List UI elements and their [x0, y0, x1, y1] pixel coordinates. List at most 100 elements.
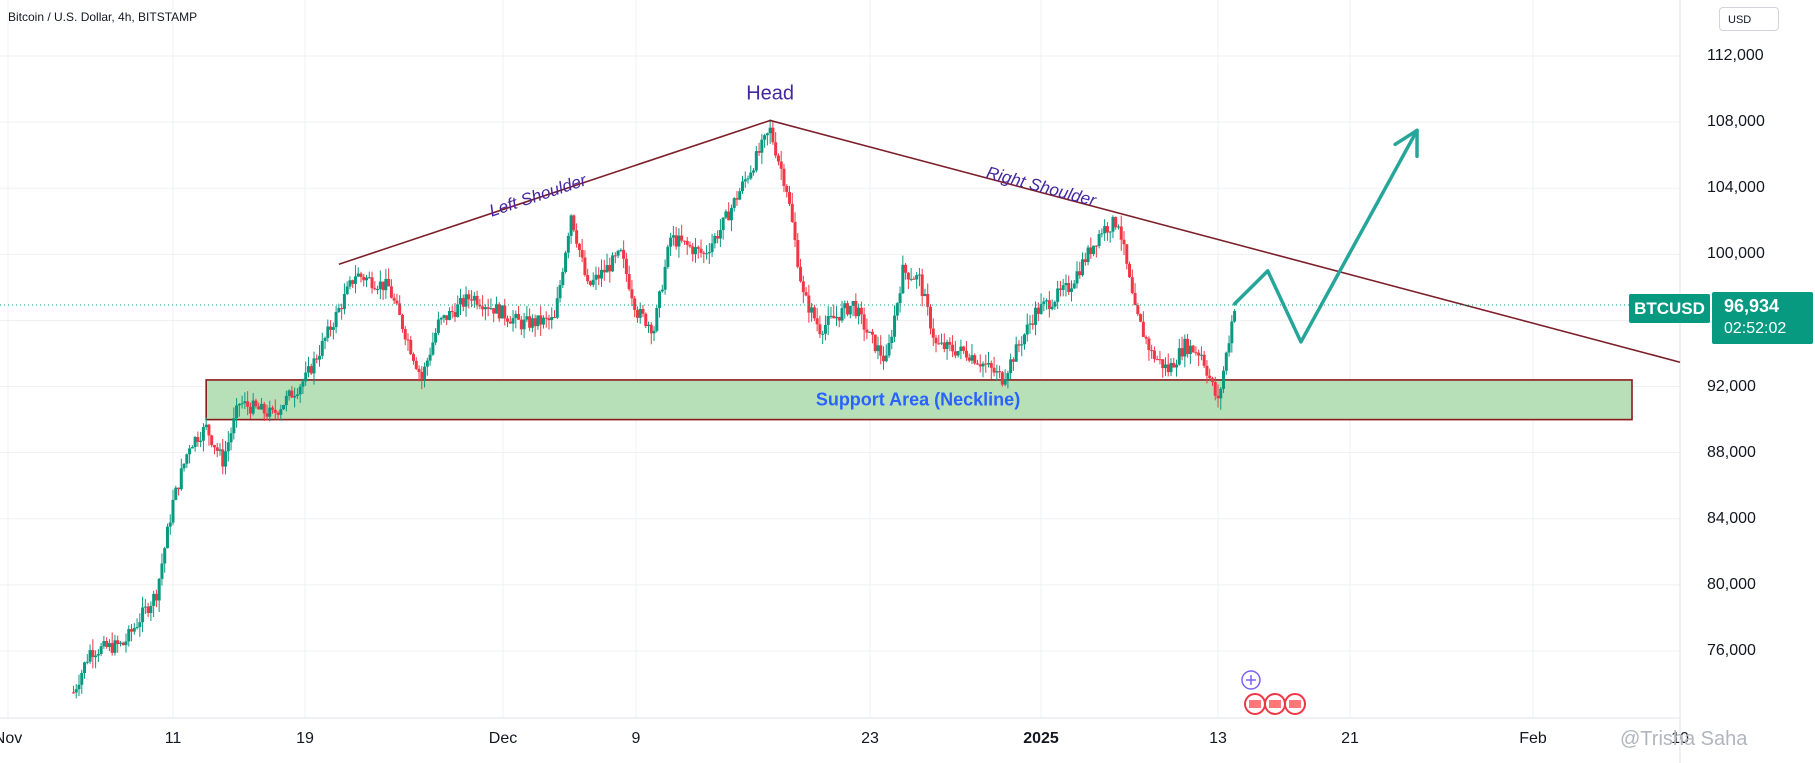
- time-tick-label: 11: [164, 730, 182, 747]
- candle-body: [132, 628, 136, 632]
- candle-body: [815, 318, 819, 325]
- candle-body: [669, 237, 673, 247]
- candle-body: [694, 247, 697, 255]
- candle-body: [1075, 271, 1079, 284]
- candle-body: [508, 321, 512, 324]
- candle-body: [442, 315, 446, 319]
- candle-body: [121, 642, 125, 646]
- candle-body: [1202, 354, 1206, 366]
- candle-body: [760, 139, 764, 153]
- candle-body: [276, 412, 280, 415]
- candle-body: [594, 274, 598, 280]
- candle-body: [1039, 303, 1043, 314]
- price-tick-label: 100,000: [1707, 245, 1765, 263]
- candle-body: [663, 266, 667, 290]
- candle-body: [141, 607, 145, 623]
- candle-body: [846, 303, 850, 315]
- candle-body: [834, 316, 838, 319]
- candle-body: [752, 170, 756, 173]
- candle-body: [1139, 314, 1143, 322]
- candle-body: [445, 315, 449, 320]
- candle-body: [1061, 285, 1065, 290]
- candle-body: [179, 468, 183, 490]
- candle-body: [503, 305, 507, 319]
- candle-body: [572, 215, 576, 231]
- candle-body: [1177, 348, 1181, 365]
- candle-body: [1172, 362, 1176, 368]
- candle-body: [940, 342, 944, 344]
- candle-body: [696, 247, 700, 249]
- right-trendline: [769, 119, 1681, 363]
- candle-body: [848, 305, 852, 315]
- candle-body: [884, 355, 888, 362]
- candle-body: [967, 357, 971, 361]
- candle-body: [74, 689, 78, 693]
- time-tick-label: 9: [631, 730, 641, 747]
- candle-body: [1011, 359, 1015, 362]
- head-label: Head: [746, 82, 795, 105]
- candle-body: [970, 355, 974, 361]
- candle-body: [718, 229, 722, 239]
- candle-body: [312, 358, 316, 374]
- candle-body: [459, 298, 463, 305]
- candle-body: [638, 308, 642, 318]
- left-trendline: [338, 119, 771, 266]
- candle-body: [472, 295, 476, 301]
- candle-body: [583, 257, 587, 275]
- candle-body: [323, 338, 327, 341]
- candle-body: [926, 294, 930, 307]
- candle-body: [1006, 373, 1010, 380]
- candle-body: [898, 293, 902, 304]
- time-tick-label: Nov: [0, 730, 23, 747]
- candle-body: [732, 198, 736, 208]
- candle-body: [439, 318, 443, 320]
- price-tick-label: 104,000: [1707, 179, 1765, 197]
- candle-body: [118, 642, 122, 644]
- candle-body: [1003, 379, 1007, 385]
- candle-body: [237, 403, 241, 406]
- candle-body: [810, 307, 814, 313]
- candle-body: [353, 276, 357, 284]
- candle-body: [533, 318, 537, 327]
- watermark: @Trisha Saha: [1620, 728, 1748, 750]
- candle-body: [555, 298, 559, 318]
- candle-body: [157, 578, 161, 601]
- candle-body: [1191, 345, 1195, 353]
- candle-body: [881, 355, 885, 362]
- candle-body: [1163, 364, 1167, 369]
- candle-body: [942, 342, 946, 350]
- candle-body: [414, 360, 418, 369]
- candle-body: [796, 240, 800, 267]
- candle-body: [602, 269, 606, 273]
- candle-body: [586, 274, 590, 282]
- candle-body: [340, 308, 344, 310]
- candle-body: [909, 278, 913, 280]
- currency-button[interactable]: USD: [1719, 7, 1779, 31]
- candle-body: [660, 289, 664, 292]
- candle-body: [904, 264, 908, 273]
- candle-body: [553, 316, 557, 318]
- candle-body: [870, 331, 874, 335]
- time-tick-label: 2025: [1023, 730, 1059, 747]
- candle-body: [1083, 259, 1087, 263]
- candle-body: [1056, 288, 1060, 302]
- candle-body: [400, 314, 404, 330]
- candle-body: [188, 448, 192, 455]
- candle-body: [1000, 372, 1004, 385]
- candle-body: [1122, 239, 1126, 245]
- time-tick-label: 10: [1671, 730, 1689, 747]
- flag-icon: [1289, 700, 1301, 708]
- candle-body: [530, 318, 534, 328]
- candle-body: [738, 191, 742, 200]
- candle-body: [143, 606, 147, 608]
- candle-body: [201, 427, 205, 441]
- candle-body: [677, 235, 681, 247]
- candle-body: [262, 403, 266, 414]
- candle-body: [1092, 245, 1096, 254]
- candle-body: [1210, 378, 1214, 383]
- candle-body: [174, 487, 178, 500]
- candle-body: [392, 297, 396, 301]
- candle-body: [837, 316, 841, 321]
- candle-body: [945, 341, 949, 350]
